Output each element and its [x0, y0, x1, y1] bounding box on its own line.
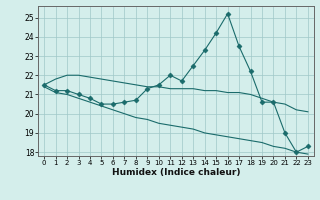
- X-axis label: Humidex (Indice chaleur): Humidex (Indice chaleur): [112, 168, 240, 177]
